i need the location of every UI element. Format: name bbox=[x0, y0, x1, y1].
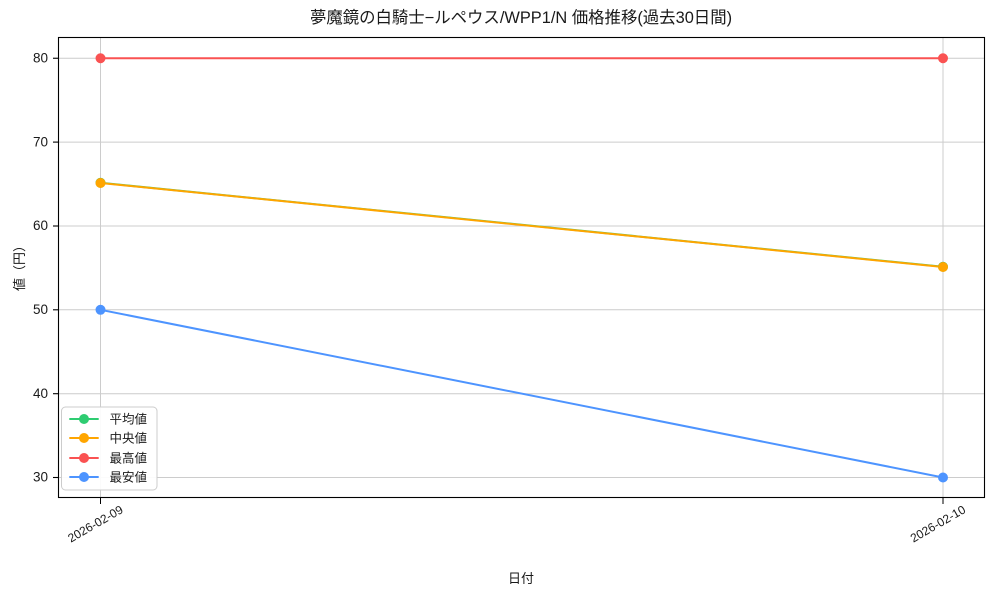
svg-text:50: 50 bbox=[33, 302, 48, 317]
svg-text:最高値: 最高値 bbox=[110, 451, 148, 466]
svg-text:夢魔鏡の白騎士−ルペウス/WPP1/N 価格推移(過去30日: 夢魔鏡の白騎士−ルペウス/WPP1/N 価格推移(過去30日間) bbox=[310, 9, 732, 27]
svg-text:日付: 日付 bbox=[508, 571, 534, 586]
svg-text:30: 30 bbox=[33, 470, 48, 485]
svg-text:値（円）: 値（円） bbox=[12, 239, 27, 291]
svg-text:60: 60 bbox=[33, 218, 48, 233]
svg-text:70: 70 bbox=[33, 134, 48, 149]
svg-text:平均値: 平均値 bbox=[110, 412, 148, 427]
svg-text:中央値: 中央値 bbox=[110, 431, 148, 446]
svg-text:80: 80 bbox=[33, 51, 48, 66]
svg-text:40: 40 bbox=[33, 386, 48, 401]
svg-text:最安値: 最安値 bbox=[110, 470, 148, 485]
